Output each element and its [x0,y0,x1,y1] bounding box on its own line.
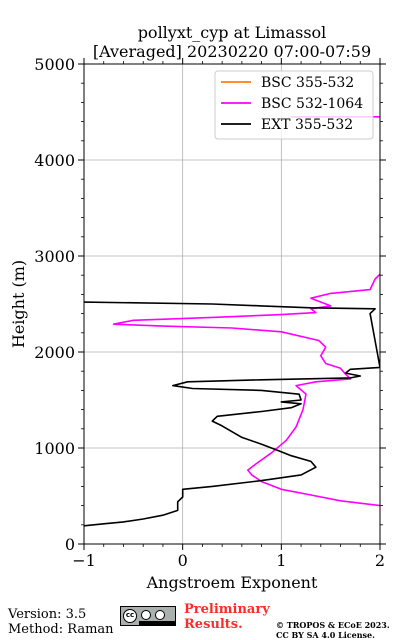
legend-label: BSC 532-1064 [261,96,363,112]
cc-by-sa-icon: cc [120,606,176,626]
series-line-bsc-532-1064 [112,273,380,507]
copyright-line2: CC BY SA 4.0 License. [276,630,375,640]
license-note: © TROPOS & ECoE 2023. CC BY SA 4.0 Licen… [276,620,390,640]
series-layer [84,116,380,527]
y-axis-label: Height (m) [9,260,28,348]
y-tick-label: 4000 [34,151,75,170]
y-tick-label: 1000 [34,439,75,458]
version-text: Version: 3.5 [8,607,87,622]
series-line-ext-355-532 [84,301,380,527]
x-tick-label: −1 [72,551,96,570]
legend-label: BSC 355-532 [261,75,354,91]
copyright-line1: © TROPOS & ECoE 2023. [276,620,390,630]
preliminary-line2: Results. [184,617,243,632]
x-tick-label: 1 [276,551,286,570]
method-text: Method: Raman [8,622,114,637]
legend: BSC 355-532 BSC 532-1064 EXT 355-532 [214,70,374,140]
sa-icon [155,610,165,620]
plot-frame [83,63,381,545]
axis-ticks [78,58,386,550]
chart-title: pollyxt_cyp at Limassol [138,23,327,42]
chart-subtitle: [Averaged] 20230220 07:00-07:59 [93,42,371,61]
y-tick-label: 0 [65,535,75,554]
by-icon [141,610,151,620]
preliminary-note: Preliminary Results. [184,602,270,632]
badge-strip [139,621,175,626]
x-tick-label: 0 [178,551,188,570]
x-axis-label: Angstroem Exponent [146,573,318,592]
y-tick-label: 2000 [34,343,75,362]
x-tick-label: 2 [375,551,385,570]
cc-icon: cc [123,609,137,623]
legend-box [214,70,374,140]
y-tick-label: 3000 [34,247,75,266]
legend-label: EXT 355-532 [261,117,353,133]
preliminary-line1: Preliminary [184,602,270,617]
y-tick-label: 5000 [34,55,75,74]
